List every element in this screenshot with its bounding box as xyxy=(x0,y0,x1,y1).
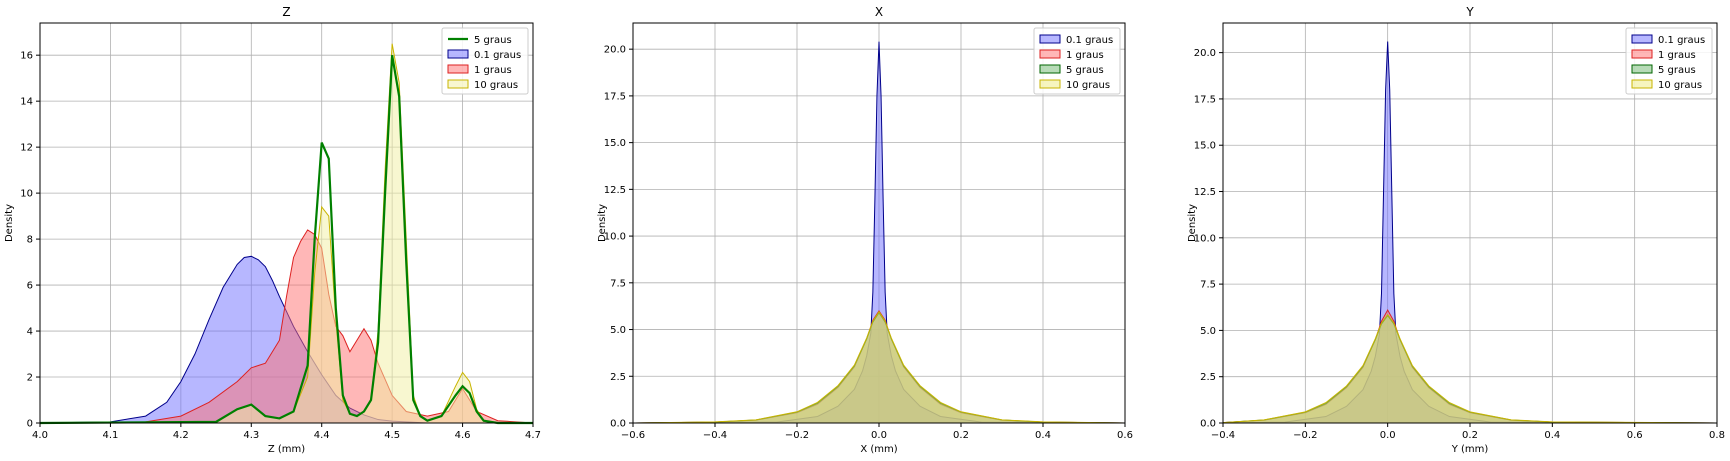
x-tick-label: 4.0 xyxy=(32,430,48,441)
y-tick-label: 5.0 xyxy=(1200,326,1216,337)
y-tick-label: 2.5 xyxy=(1200,372,1216,383)
x-tick-label: −0.4 xyxy=(703,430,727,441)
y-tick-label: 7.5 xyxy=(1200,280,1216,291)
chart-title: Z xyxy=(282,5,290,19)
y-tick-label: 17.5 xyxy=(1194,94,1216,105)
y-tick-label: 14 xyxy=(20,97,33,108)
y-tick-label: 2.5 xyxy=(610,372,626,383)
legend-label: 10 graus xyxy=(474,80,518,91)
legend-box xyxy=(1625,27,1713,95)
chart-y: −0.4 −0.2 0.0 0.2 0.4 0.6 0.8 0.0 2.5 5.0 7.5 10.0 1… xyxy=(1187,5,1725,455)
legend-label: 1 graus xyxy=(1658,50,1696,61)
y-tick-label: 15.0 xyxy=(604,138,626,149)
legend-label: 1 graus xyxy=(474,65,512,76)
legend-label: 5 graus xyxy=(1066,65,1104,76)
legend-swatch xyxy=(447,79,469,89)
legend-swatch xyxy=(1631,79,1653,89)
y-axis-label: Density xyxy=(1187,204,1198,242)
legend-label: 5 graus xyxy=(1658,65,1696,76)
series-line-3 xyxy=(1222,313,1718,424)
series-area-3 xyxy=(1223,314,1717,423)
x-tick-label: −0.4 xyxy=(1211,430,1235,441)
x-tick-label: 4.7 xyxy=(525,430,541,441)
x-tick-label: 0.2 xyxy=(1462,430,1478,441)
legend-swatch xyxy=(1039,79,1061,89)
y-tick-label: 12.5 xyxy=(604,185,626,196)
y-tick-label: 16 xyxy=(20,51,33,62)
legend-label: 0.1 graus xyxy=(474,50,521,61)
y-tick-label: 0.0 xyxy=(1200,419,1216,430)
x-tick-label: −0.6 xyxy=(621,430,645,441)
x-axis-label: X (mm) xyxy=(860,444,897,455)
legend-label: 5 graus xyxy=(474,35,512,46)
chart-z: 4.0 4.1 4.2 4.3 4.4 4.5 4.6 4.7 0 2 4 6 8 10 12 14 16 Z Z … xyxy=(4,5,541,455)
legend-label: 10 graus xyxy=(1658,80,1702,91)
y-tick-label: 5.0 xyxy=(610,325,626,336)
series-line-3 xyxy=(39,54,533,425)
axes-frame xyxy=(39,22,534,424)
x-tick-label: 4.6 xyxy=(455,430,471,441)
y-axis-label: Density xyxy=(597,204,608,242)
y-tick-label: 12.5 xyxy=(1194,187,1216,198)
y-tick-label: 0.0 xyxy=(610,419,626,430)
y-tick-label: 10 xyxy=(20,189,33,200)
y-tick-label: 10.0 xyxy=(604,232,626,243)
y-tick-label: 10.0 xyxy=(1194,233,1216,244)
legend-swatch xyxy=(1039,64,1061,74)
y-tick-label: 0 xyxy=(27,419,33,430)
x-tick-label: 0.6 xyxy=(1117,430,1133,441)
series-area-3 xyxy=(633,311,1125,423)
series-area-0 xyxy=(633,41,1125,423)
series-area-1 xyxy=(40,229,533,423)
x-tick-label: −0.2 xyxy=(1293,430,1317,441)
x-tick-label: −0.2 xyxy=(785,430,809,441)
x-tick-label: 4.1 xyxy=(102,430,118,441)
x-tick-label: 0.8 xyxy=(1709,430,1725,441)
legend-swatch xyxy=(1631,64,1653,74)
y-tick-label: 15.0 xyxy=(1194,141,1216,152)
y-tick-label: 20.0 xyxy=(1194,48,1216,59)
y-axis-label: Density xyxy=(4,204,15,242)
legend-label: 10 graus xyxy=(1066,80,1110,91)
legend-label: 1 graus xyxy=(1066,50,1104,61)
x-tick-label: 0.0 xyxy=(871,430,887,441)
x-tick-label: 4.2 xyxy=(173,430,189,441)
chart-title: Y xyxy=(1465,5,1474,19)
y-tick-label: 6 xyxy=(27,281,33,292)
x-tick-label: 4.4 xyxy=(314,430,330,441)
y-tick-label: 2 xyxy=(27,373,33,384)
chart-title: X xyxy=(875,5,883,19)
series-line-3 xyxy=(632,310,1126,424)
x-tick-label: 4.5 xyxy=(384,430,400,441)
y-tick-label: 8 xyxy=(27,235,33,246)
legend-swatch xyxy=(1039,34,1061,44)
x-axis-label: Z (mm) xyxy=(268,444,305,455)
y-tick-label: 7.5 xyxy=(610,278,626,289)
legend-swatch xyxy=(447,49,469,59)
x-tick-label: 0.2 xyxy=(953,430,969,441)
legend-swatch xyxy=(1039,49,1061,59)
legend-label: 0.1 graus xyxy=(1066,35,1113,46)
legend-swatch xyxy=(1631,49,1653,59)
x-tick-label: 0.0 xyxy=(1380,430,1396,441)
y-tick-label: 4 xyxy=(27,327,33,338)
chart-x: −0.6 −0.4 −0.2 0.0 0.2 0.4 0.6 0.0 2.5 5.0 7.5 10.0… xyxy=(597,5,1133,455)
legend-box xyxy=(1033,27,1121,95)
x-tick-label: 0.6 xyxy=(1627,430,1643,441)
legend-box xyxy=(441,27,529,95)
x-tick-label: 0.4 xyxy=(1035,430,1051,441)
x-tick-label: 0.4 xyxy=(1544,430,1560,441)
legend-label: 0.1 graus xyxy=(1658,35,1705,46)
x-tick-label: 4.3 xyxy=(243,430,259,441)
legend-swatch xyxy=(447,64,469,74)
x-axis-label: Y (mm) xyxy=(1451,444,1489,455)
y-tick-label: 17.5 xyxy=(604,91,626,102)
y-tick-label: 20.0 xyxy=(604,45,626,56)
y-tick-label: 12 xyxy=(20,143,33,154)
legend-swatch xyxy=(1631,34,1653,44)
